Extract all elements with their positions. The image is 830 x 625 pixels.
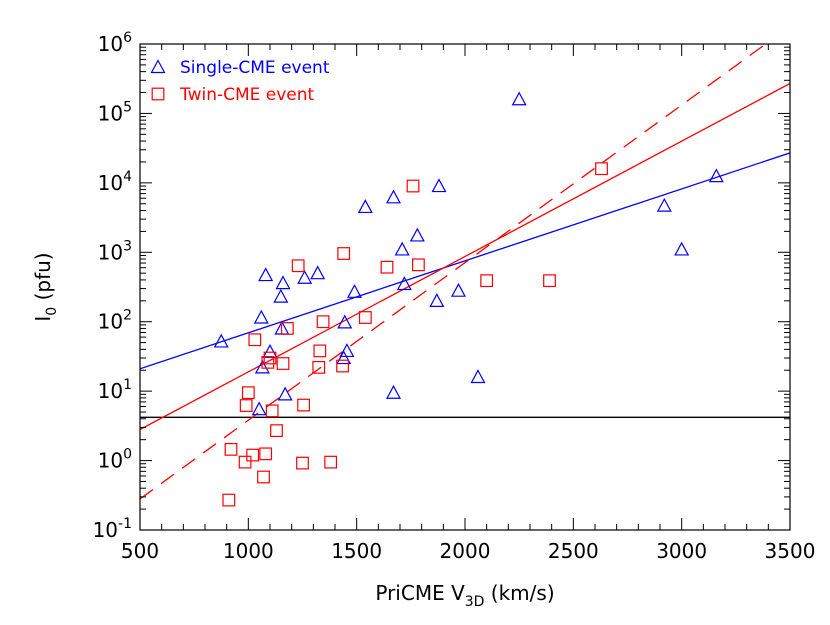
fit-line	[140, 152, 790, 370]
single-cme-point	[431, 178, 447, 193]
single-cme-point	[337, 314, 353, 329]
x-tick-label: 1500	[331, 539, 382, 563]
y-tick-label: 106	[98, 30, 132, 56]
single-cme-point	[277, 386, 293, 401]
single-cme-point	[394, 241, 410, 256]
single-cme-point	[674, 241, 690, 256]
fit-line	[140, 44, 767, 500]
twin-cme-point	[358, 311, 372, 324]
legend-marker-single-cme	[150, 59, 166, 74]
twin-cme-point	[296, 456, 309, 470]
single-cme-point	[251, 401, 267, 416]
single-cme-point	[310, 265, 326, 280]
single-cme-point	[275, 275, 291, 290]
x-tick-label: 3000	[656, 539, 707, 563]
x-tick-label: 500	[121, 539, 159, 563]
y-tick-label: 10-1	[93, 516, 132, 542]
twin-cme-point	[259, 447, 273, 461]
y-tick-label: 105	[98, 99, 132, 125]
plot-frame	[139, 43, 791, 531]
twin-cme-point	[276, 357, 290, 370]
twin-cme-point	[238, 455, 252, 469]
y-tick-label: 104	[98, 169, 132, 195]
x-tick-label: 2500	[548, 539, 599, 563]
twin-cme-point	[543, 274, 556, 288]
axis-ticks: 500 1000 1500 2000 2500 3000 3500 10-1 100 101 102…	[93, 30, 816, 563]
twin-cme-point	[241, 386, 255, 400]
fit-line	[140, 82, 790, 431]
single-cme-point	[429, 293, 445, 307]
legend-label: Twin-CME event	[179, 85, 315, 105]
x-axis-title: PriCME V3D (km/s)	[375, 581, 554, 610]
twin-cme-point	[336, 359, 349, 373]
single-cme-point	[273, 288, 289, 303]
y-tick-label: 103	[98, 238, 132, 264]
legend: Single-CME event Twin-CME event	[150, 58, 330, 105]
single-cme-point	[708, 168, 724, 183]
single-cme-point	[385, 384, 402, 399]
single-cme-point	[656, 197, 672, 212]
twin-cme-point	[595, 162, 608, 176]
y-axis-title: I0 (pfu)	[31, 252, 60, 321]
twin-cme-point	[261, 355, 275, 369]
twin-cme-point	[313, 344, 327, 358]
twin-cme-point	[224, 442, 238, 456]
twin-cme-point	[248, 333, 262, 347]
twin-cme-point	[480, 274, 494, 288]
y-tick-label: 100	[98, 447, 132, 473]
twin-cme-point	[316, 315, 330, 329]
y-tick-label: 101	[98, 377, 132, 403]
single-cme-point	[254, 359, 270, 374]
single-cme-point	[396, 276, 412, 291]
twin-cme-point	[280, 322, 294, 335]
single-cme-point	[385, 189, 402, 204]
legend-marker-twin-cme	[151, 87, 165, 101]
single-cme-point	[339, 343, 355, 358]
twin-cme-point	[412, 258, 425, 272]
twin-cme-point	[324, 455, 338, 469]
single-cme-point	[357, 199, 373, 214]
twin-cme-point	[406, 179, 420, 193]
twin-cme-point	[265, 404, 279, 418]
twin-cme-point	[337, 247, 351, 260]
fit-lines	[140, 44, 790, 500]
single-cme-point	[346, 284, 363, 298]
single-cme-point	[470, 369, 486, 384]
y-tick-label: 102	[98, 308, 132, 334]
twin-cme-point	[312, 360, 326, 374]
x-tick-label: 2000	[440, 539, 491, 563]
twin-cme-point	[246, 448, 260, 462]
x-tick-label: 1000	[223, 539, 274, 563]
single-cme-point	[450, 282, 467, 297]
single-cme-point	[253, 309, 269, 324]
twin-cme-point	[239, 399, 253, 412]
single-cme-point	[511, 91, 527, 106]
legend-label: Single-CME event	[180, 58, 330, 78]
single-cme-point	[409, 227, 425, 242]
x-tick-label: 3500	[765, 539, 816, 563]
data-points	[213, 91, 724, 507]
twin-cme-point	[257, 470, 270, 484]
twin-cme-point	[222, 493, 236, 507]
single-cme-point	[297, 269, 313, 284]
twin-cme-point	[297, 398, 310, 412]
single-cme-point	[258, 267, 274, 282]
single-cme-point	[336, 350, 352, 365]
single-cme-point	[262, 343, 278, 358]
twin-cme-point	[291, 259, 305, 273]
twin-cme-point	[263, 351, 277, 365]
single-cme-point	[213, 333, 229, 348]
twin-cme-point	[270, 424, 283, 438]
twin-cme-point	[380, 260, 394, 274]
